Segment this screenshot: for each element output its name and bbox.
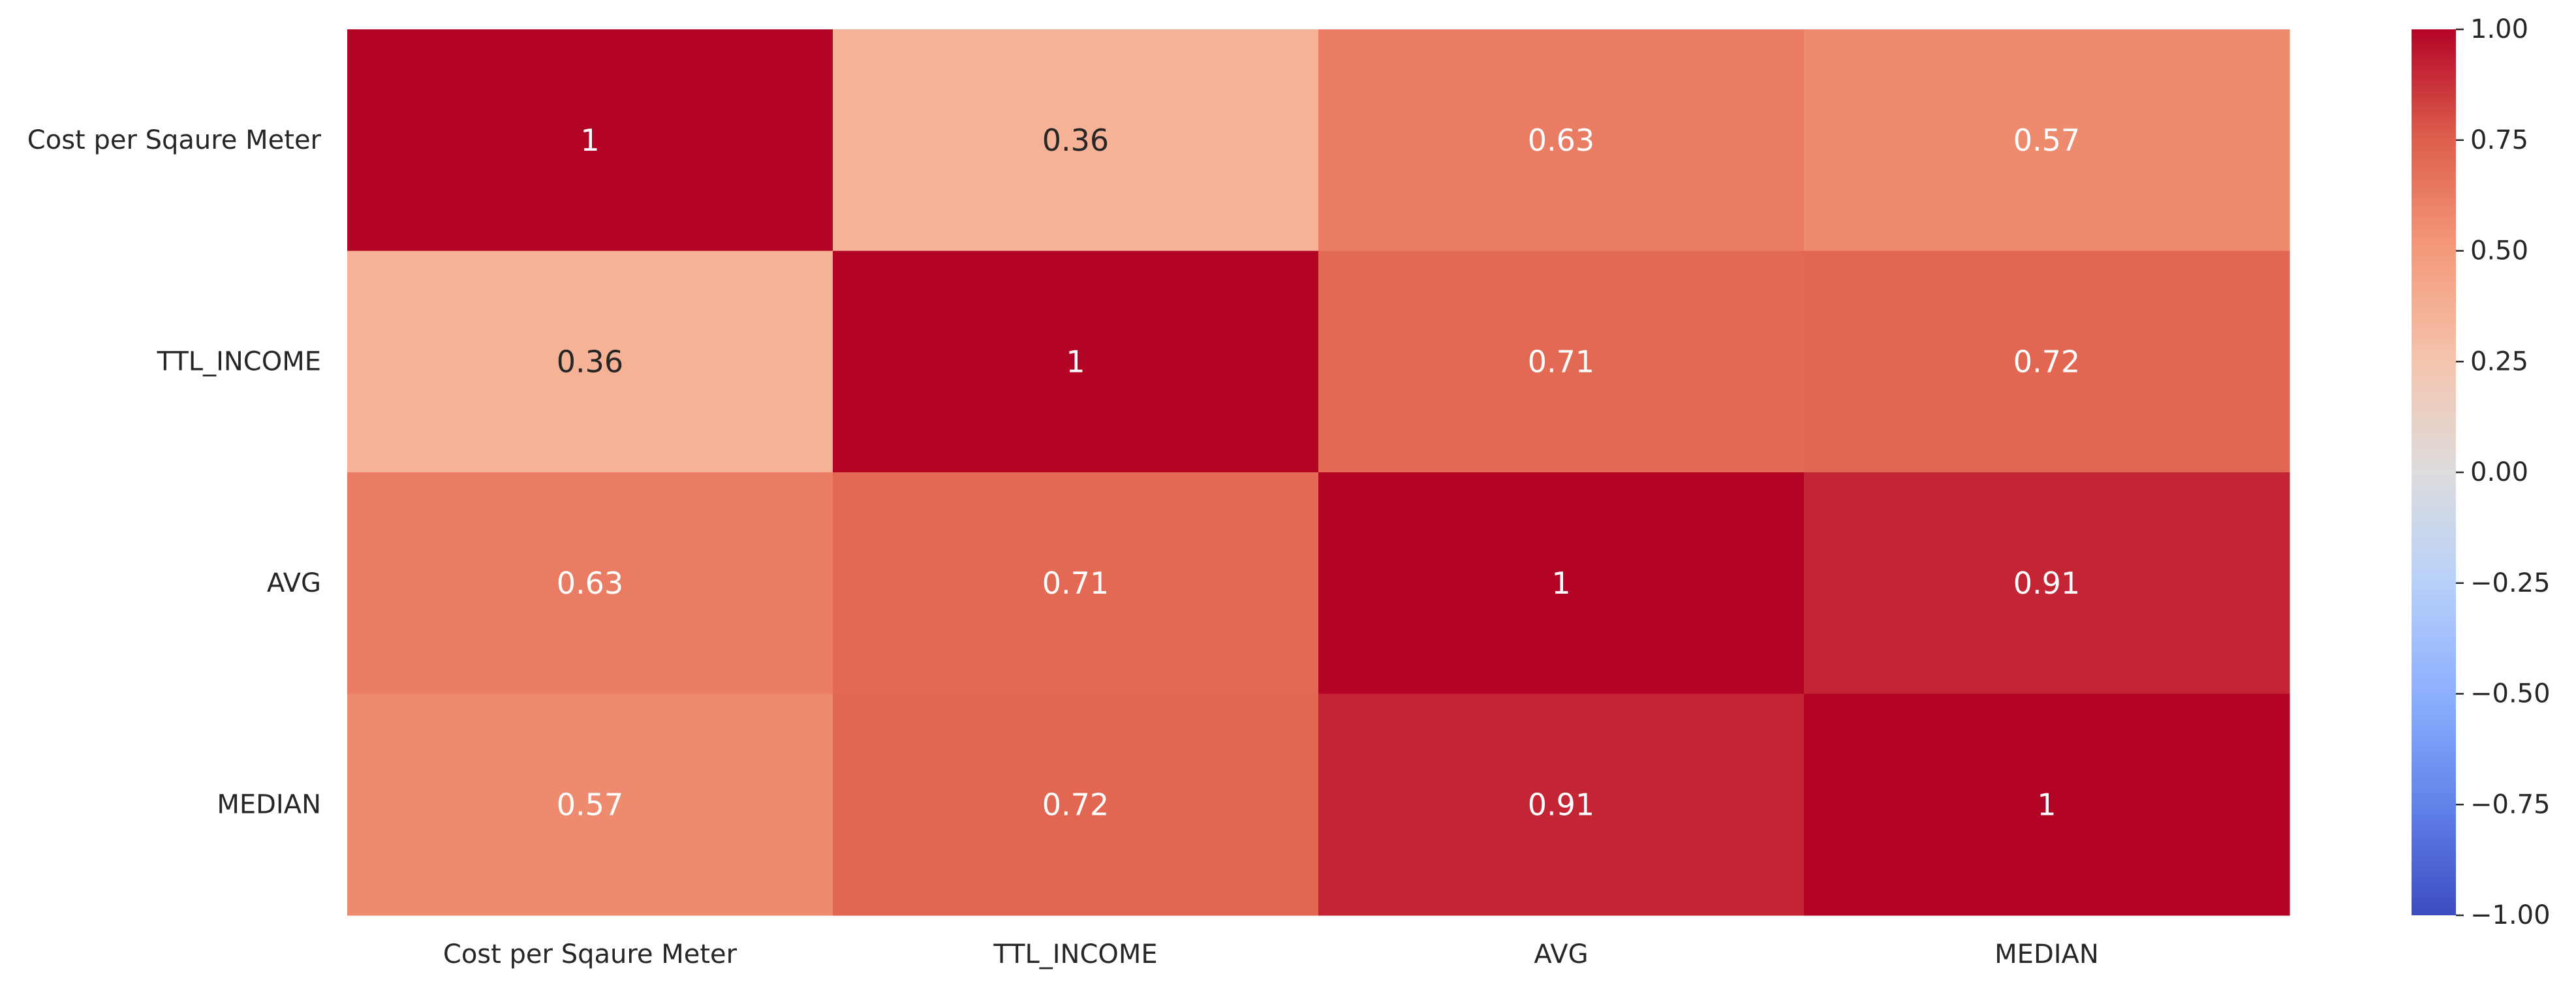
cell-annotation: 0.91 (2013, 566, 2080, 601)
x-tick-label: MEDIAN (1994, 939, 2099, 969)
cell-annotation: 1 (1551, 566, 1570, 601)
x-tick-labels: Cost per Sqaure Meter TTL_INCOME AVG MEDIAN (443, 939, 2099, 969)
cell-annotation: 1 (1066, 344, 1085, 379)
heatmap-cell (833, 472, 1319, 695)
colorbar-tick-label: −1.00 (2470, 900, 2551, 930)
heatmap-cell (1804, 29, 2290, 252)
cell-annotation: 0.91 (1528, 787, 1594, 822)
heatmap-cell (347, 472, 833, 695)
cell-annotation: 0.36 (557, 344, 623, 379)
y-tick-label: TTL_INCOME (157, 346, 321, 376)
y-tick-label: MEDIAN (217, 789, 321, 819)
heatmap-cell (347, 251, 833, 473)
heatmap-cell (1318, 29, 1805, 252)
heatmap-cell (347, 29, 833, 252)
heatmap-annotations: 1 0.36 0.63 0.57 0.36 1 0.71 0.72 0.63 0.71 1 0.91 0… (557, 123, 2080, 823)
cell-annotation: 0.63 (1528, 123, 1594, 158)
colorbar-tick-label: −0.75 (2470, 789, 2551, 819)
y-tick-label: Cost per Sqaure Meter (27, 125, 322, 155)
heatmap-cells (347, 29, 2290, 916)
heatmap-cell (833, 693, 1319, 916)
y-tick-labels: Cost per Sqaure Meter TTL_INCOME AVG MEDIAN (27, 125, 322, 820)
x-tick-label: AVG (1534, 939, 1588, 969)
cell-annotation: 1 (2037, 787, 2056, 822)
heatmap-cell (1318, 472, 1805, 695)
cell-annotation: 0.72 (1042, 787, 1109, 822)
heatmap-cell (1318, 251, 1805, 473)
cell-annotation: 0.72 (2013, 344, 2080, 379)
x-tick-label: Cost per Sqaure Meter (443, 939, 737, 969)
colorbar-gradient (2412, 29, 2456, 915)
cell-annotation: 1 (580, 123, 599, 158)
colorbar-tick-label: −0.25 (2470, 568, 2551, 598)
x-tick-label: TTL_INCOME (993, 939, 1157, 969)
y-tick-label: AVG (267, 568, 321, 598)
cell-annotation: 0.63 (557, 566, 623, 601)
cell-annotation: 0.57 (557, 787, 623, 822)
colorbar-tick-label: 0.50 (2470, 236, 2528, 266)
colorbar-ticks: 1.00 0.75 0.50 0.25 0.00 −0.25 −0.50 −0.75 −1.00 (2456, 14, 2551, 930)
cell-annotation: 0.36 (1042, 123, 1109, 158)
heatmap-cell (1318, 693, 1805, 916)
heatmap-cell (347, 693, 833, 916)
colorbar-tick-label: −0.50 (2470, 679, 2551, 709)
heatmap-cell (1804, 693, 2290, 916)
colorbar-tick-label: 0.00 (2470, 457, 2528, 487)
colorbar: 1.00 0.75 0.50 0.25 0.00 −0.25 −0.50 −0.75 −1.00 (2412, 14, 2551, 930)
cell-annotation: 0.57 (2013, 123, 2080, 158)
colorbar-tick-label: 0.75 (2470, 125, 2528, 155)
cell-annotation: 0.71 (1042, 566, 1109, 601)
heatmap-cell (1804, 251, 2290, 473)
heatmap-cell (833, 251, 1319, 473)
heatmap-cell (1804, 472, 2290, 695)
heatmap-cell (833, 29, 1319, 252)
colorbar-tick-label: 0.25 (2470, 346, 2528, 376)
colorbar-tick-label: 1.00 (2470, 14, 2528, 44)
cell-annotation: 0.71 (1528, 344, 1594, 379)
